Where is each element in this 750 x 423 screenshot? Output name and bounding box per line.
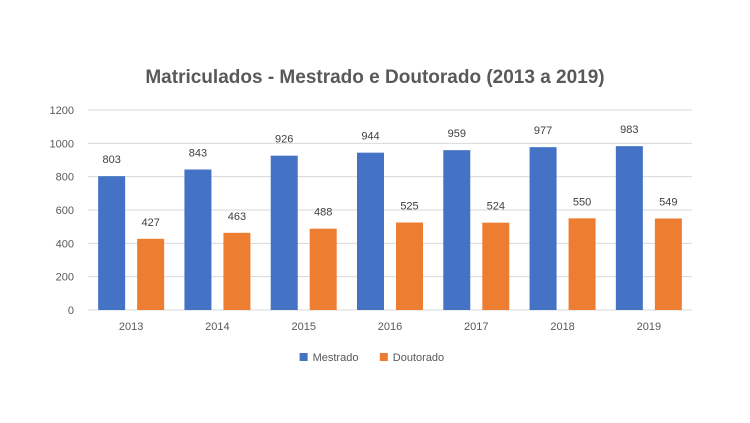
y-tick-label: 400 <box>56 238 74 250</box>
x-axis-ticks: 2013 2014 2015 2016 2017 2018 2019 <box>119 321 661 333</box>
data-label: 463 <box>228 211 246 223</box>
bar-mestrado-2017 <box>443 150 471 310</box>
legend-label-doutorado: Doutorado <box>393 352 444 364</box>
bar-doutorado-2014 <box>223 232 251 310</box>
bars <box>98 146 682 310</box>
data-label: 944 <box>361 131 379 143</box>
bar-doutorado-2013 <box>137 238 165 310</box>
bar-mestrado-2018 <box>529 147 557 310</box>
bar-mestrado-2019 <box>615 146 643 310</box>
x-tick-label: 2017 <box>464 321 488 333</box>
x-tick-label: 2016 <box>378 321 402 333</box>
data-label: 525 <box>400 201 418 213</box>
chart-title: Matriculados - Mestrado e Doutorado (201… <box>145 67 604 88</box>
x-tick-label: 2014 <box>205 321 229 333</box>
data-label: 843 <box>189 148 207 160</box>
data-label: 427 <box>141 217 159 229</box>
data-label: 977 <box>534 125 552 137</box>
legend-label-mestrado: Mestrado <box>313 352 359 364</box>
data-label: 524 <box>487 201 505 213</box>
data-label: 959 <box>448 128 466 140</box>
legend-swatch-doutorado <box>379 353 388 361</box>
bar-doutorado-2015 <box>309 228 337 310</box>
data-label: 983 <box>620 124 638 136</box>
gridlines <box>88 109 692 311</box>
bar-mestrado-2016 <box>357 152 384 310</box>
legend-swatch-mestrado <box>299 353 308 361</box>
y-axis-ticks: 0 200 400 600 800 1000 1200 <box>50 105 74 317</box>
bar-mestrado-2014 <box>184 169 212 310</box>
y-tick-label: 1200 <box>50 105 74 117</box>
data-label: 926 <box>275 134 293 146</box>
data-label: 549 <box>659 197 677 209</box>
data-labels: 803 427 843 463 926 488 944 525 959 524 977 550 983 5… <box>102 124 677 229</box>
y-tick-label: 200 <box>56 272 74 284</box>
bar-doutorado-2019 <box>654 218 682 310</box>
x-tick-label: 2013 <box>119 321 143 333</box>
x-tick-label: 2018 <box>550 321 574 333</box>
data-label: 488 <box>314 207 332 219</box>
x-tick-label: 2015 <box>291 321 315 333</box>
bar-doutorado-2016 <box>396 222 423 310</box>
legend: Mestrado Doutorado <box>299 352 444 364</box>
bar-mestrado-2013 <box>98 176 126 310</box>
data-label: 550 <box>573 196 591 208</box>
bar-doutorado-2017 <box>482 222 510 310</box>
bar-mestrado-2015 <box>270 155 298 310</box>
x-tick-label: 2019 <box>637 321 661 333</box>
bar-doutorado-2018 <box>568 218 596 310</box>
y-tick-label: 800 <box>56 172 74 184</box>
data-label: 803 <box>102 154 120 166</box>
y-tick-label: 600 <box>56 205 74 217</box>
y-tick-label: 1000 <box>50 138 74 150</box>
y-tick-label: 0 <box>68 305 74 317</box>
